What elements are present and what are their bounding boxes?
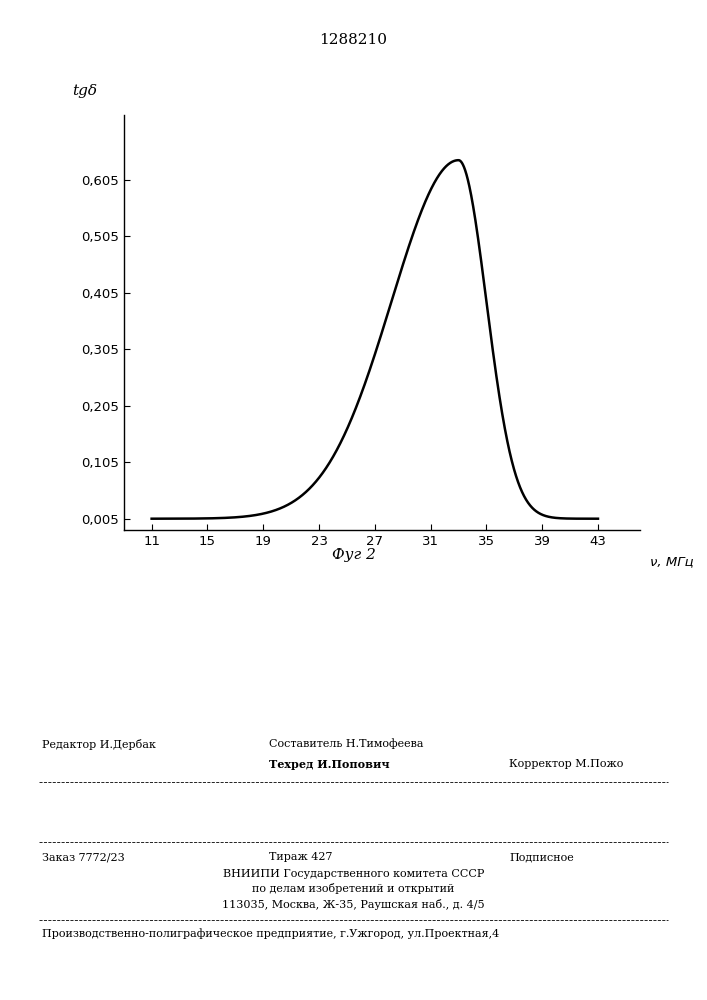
Text: Редактор И.Дербак: Редактор И.Дербак [42, 738, 156, 750]
Text: ν, МГц: ν, МГц [650, 555, 694, 568]
Text: Фуг 2: Фуг 2 [332, 548, 375, 562]
Text: Составитель Н.Тимофеева: Составитель Н.Тимофеева [269, 739, 423, 749]
Text: tgδ: tgδ [72, 84, 97, 98]
Text: Корректор М.Пожо: Корректор М.Пожо [509, 759, 624, 769]
Text: по делам изобретений и открытий: по делам изобретений и открытий [252, 884, 455, 894]
Text: Техред И.Попович: Техред И.Попович [269, 758, 390, 770]
Text: Заказ 7772/23: Заказ 7772/23 [42, 852, 125, 862]
Text: Тираж 427: Тираж 427 [269, 852, 332, 862]
Text: ВНИИПИ Государственного комитета СССР: ВНИИПИ Государственного комитета СССР [223, 869, 484, 879]
Text: Подписное: Подписное [509, 852, 574, 862]
Text: Производственно-полиграфическое предприятие, г.Ужгород, ул.Проектная,4: Производственно-полиграфическое предприя… [42, 929, 500, 939]
Text: 1288210: 1288210 [320, 33, 387, 47]
Text: 113035, Москва, Ж-35, Раушская наб., д. 4/5: 113035, Москва, Ж-35, Раушская наб., д. … [222, 898, 485, 910]
